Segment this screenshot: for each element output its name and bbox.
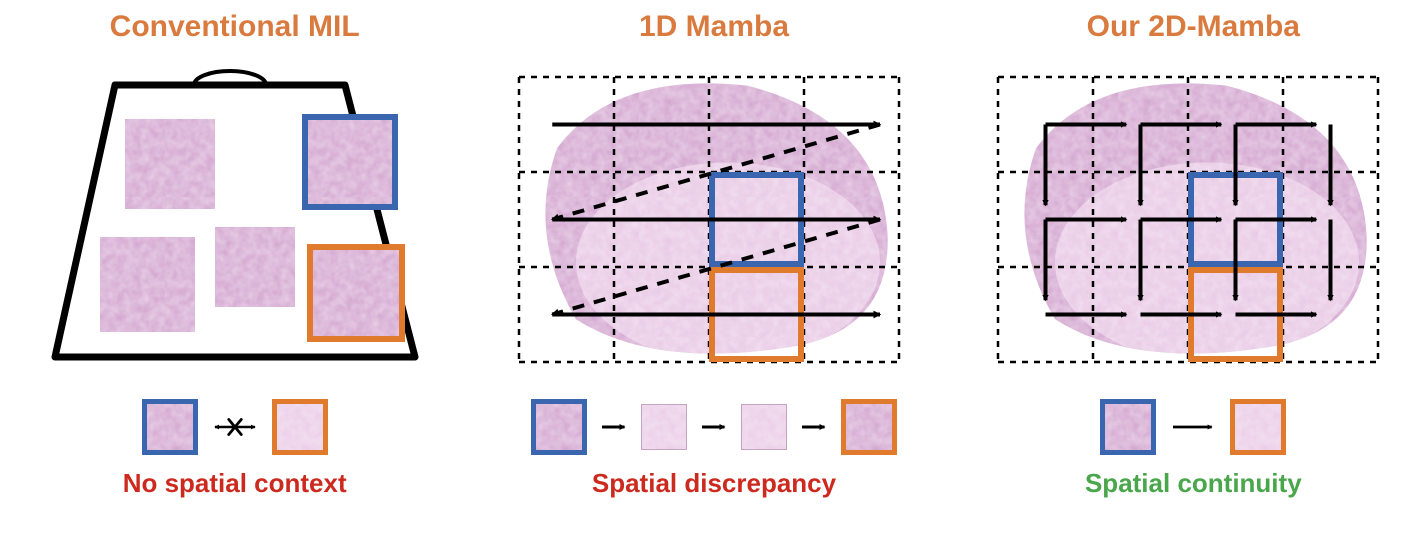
mil-below-row bbox=[142, 392, 328, 462]
panel-2d-caption: Spatial continuity bbox=[1085, 468, 1302, 499]
panel-mil-caption: No spatial context bbox=[123, 468, 347, 499]
arrow-right-icon bbox=[699, 412, 729, 442]
noise-icon bbox=[642, 405, 687, 450]
seq-tile bbox=[641, 404, 687, 450]
panel-1d-title: 1D Mamba bbox=[639, 10, 789, 44]
seq-tile bbox=[741, 404, 787, 450]
mil-svg bbox=[25, 57, 445, 377]
arrow-right-icon bbox=[1168, 412, 1218, 442]
mamba1d-below-row bbox=[531, 392, 897, 462]
panel-2d-title: Our 2D-Mamba bbox=[1087, 10, 1300, 44]
noise-icon bbox=[742, 405, 787, 450]
panel-2d-canvas bbox=[969, 52, 1418, 382]
mil-below-tile-blue bbox=[142, 399, 198, 455]
seq-tile-orange bbox=[841, 399, 897, 455]
noise-icon bbox=[1235, 404, 1286, 455]
mamba2d-below-tile-blue bbox=[1100, 399, 1156, 455]
noise-icon bbox=[147, 404, 198, 455]
noise-icon bbox=[536, 404, 587, 455]
figure: Conventional MIL No spatial context 1D M… bbox=[10, 10, 1418, 499]
panel-1d: 1D Mamba Spatial discrepancy bbox=[489, 10, 938, 499]
mamba2d-svg bbox=[978, 57, 1408, 377]
panel-mil-title: Conventional MIL bbox=[110, 10, 360, 44]
noise-icon bbox=[277, 404, 328, 455]
panel-1d-caption: Spatial discrepancy bbox=[592, 468, 836, 499]
noise-icon bbox=[846, 404, 897, 455]
mil-below-tile-orange bbox=[272, 399, 328, 455]
arrow-right-icon bbox=[599, 412, 629, 442]
crossed-arrow-icon bbox=[210, 412, 260, 442]
mamba2d-below-tile-orange bbox=[1230, 399, 1286, 455]
seq-tile-blue bbox=[531, 399, 587, 455]
mamba2d-below-row bbox=[1100, 392, 1286, 462]
mamba1d-svg bbox=[499, 57, 929, 377]
panel-1d-canvas bbox=[489, 52, 938, 382]
panel-mil: Conventional MIL No spatial context bbox=[10, 10, 459, 499]
arrow-right-icon bbox=[799, 412, 829, 442]
panel-mil-canvas bbox=[10, 52, 459, 382]
noise-icon bbox=[1105, 404, 1156, 455]
panel-2d: Our 2D-Mamba Spatial continuity bbox=[969, 10, 1418, 499]
